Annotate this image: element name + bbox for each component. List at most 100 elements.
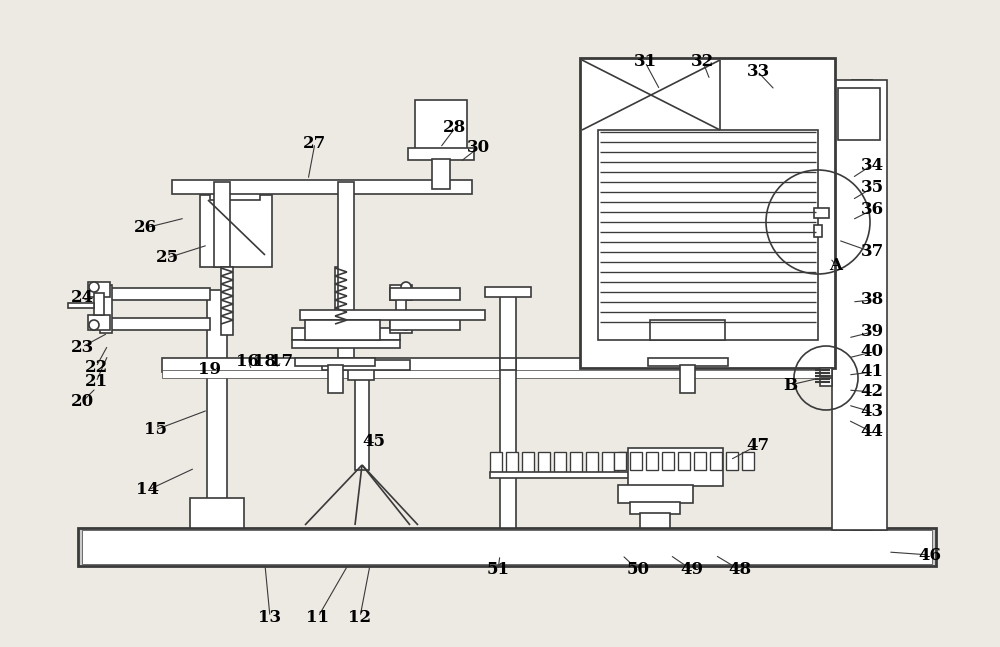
Bar	[500, 358, 516, 370]
Bar	[82, 530, 932, 564]
Bar	[490, 452, 502, 474]
Bar	[305, 320, 380, 340]
Bar	[390, 318, 460, 330]
Text: 51: 51	[486, 562, 510, 578]
Bar	[522, 452, 534, 474]
Bar	[78, 528, 936, 566]
Circle shape	[401, 320, 411, 330]
Text: B: B	[783, 377, 797, 393]
Text: 49: 49	[680, 562, 704, 578]
Bar	[162, 370, 862, 378]
Bar	[200, 195, 272, 267]
Text: 46: 46	[918, 547, 942, 564]
Bar	[710, 452, 722, 470]
Text: 43: 43	[860, 404, 884, 421]
Bar	[820, 378, 832, 386]
Bar	[602, 452, 614, 474]
Text: 34: 34	[860, 157, 884, 173]
Text: 39: 39	[860, 324, 884, 340]
Bar	[832, 80, 887, 530]
Text: 17: 17	[270, 353, 294, 371]
Text: 45: 45	[362, 433, 386, 450]
Bar	[88, 282, 110, 297]
Bar	[390, 288, 460, 300]
Bar	[614, 452, 626, 470]
Bar	[618, 485, 693, 503]
Text: 32: 32	[691, 54, 715, 71]
Bar	[162, 358, 862, 372]
Bar	[586, 452, 598, 474]
Text: 35: 35	[860, 179, 884, 197]
Text: 18: 18	[253, 353, 277, 371]
Text: 37: 37	[860, 243, 884, 261]
Bar	[742, 452, 754, 470]
Bar	[292, 340, 400, 348]
Bar	[214, 182, 230, 267]
Text: 15: 15	[144, 421, 166, 439]
Text: 38: 38	[860, 292, 884, 309]
Text: 36: 36	[860, 201, 884, 219]
Bar	[554, 452, 566, 474]
Text: 41: 41	[860, 364, 884, 380]
Bar	[630, 502, 680, 514]
Text: 20: 20	[70, 393, 94, 410]
Text: 40: 40	[860, 344, 884, 360]
Text: 42: 42	[860, 384, 884, 400]
Text: 47: 47	[746, 437, 770, 454]
Bar	[338, 336, 354, 361]
Bar	[328, 365, 343, 393]
Bar	[295, 358, 375, 366]
Text: 28: 28	[443, 120, 467, 137]
Bar	[172, 180, 472, 194]
Text: 21: 21	[84, 373, 108, 391]
Text: 30: 30	[466, 140, 490, 157]
Text: 33: 33	[746, 63, 770, 80]
Bar	[221, 267, 233, 335]
Bar	[335, 267, 347, 335]
Text: 48: 48	[728, 562, 752, 578]
Text: 13: 13	[258, 608, 282, 626]
Text: 22: 22	[84, 358, 108, 375]
Bar	[662, 452, 674, 470]
Bar	[390, 318, 412, 333]
Bar	[415, 100, 467, 150]
Bar	[432, 159, 450, 189]
Bar	[680, 365, 695, 393]
Bar	[852, 80, 872, 530]
Bar	[88, 315, 110, 330]
Text: 12: 12	[348, 608, 372, 626]
Text: 16: 16	[237, 353, 260, 371]
Bar	[100, 288, 210, 300]
Bar	[580, 58, 835, 368]
Text: 26: 26	[133, 219, 157, 237]
Text: 44: 44	[860, 424, 884, 441]
Bar	[650, 320, 725, 340]
Bar	[694, 452, 706, 470]
Bar	[500, 290, 516, 528]
Circle shape	[401, 282, 411, 292]
Text: 23: 23	[70, 338, 94, 355]
Bar	[646, 452, 658, 470]
Bar	[390, 285, 412, 300]
Bar	[648, 358, 728, 366]
Bar	[300, 310, 485, 320]
Bar	[485, 287, 531, 297]
Text: 31: 31	[633, 54, 657, 71]
Bar	[292, 328, 400, 340]
Bar	[506, 452, 518, 474]
Bar	[348, 368, 374, 380]
Bar	[338, 182, 354, 337]
Bar	[355, 375, 369, 470]
Bar	[68, 303, 94, 308]
Circle shape	[89, 320, 99, 330]
Bar	[190, 498, 244, 528]
Text: 11: 11	[306, 608, 330, 626]
Bar	[100, 318, 210, 330]
Text: 50: 50	[626, 562, 650, 578]
Bar	[598, 130, 818, 340]
Bar	[640, 513, 670, 528]
Bar	[322, 360, 410, 370]
Bar	[570, 452, 582, 474]
Bar	[210, 188, 260, 200]
Bar	[94, 293, 104, 315]
